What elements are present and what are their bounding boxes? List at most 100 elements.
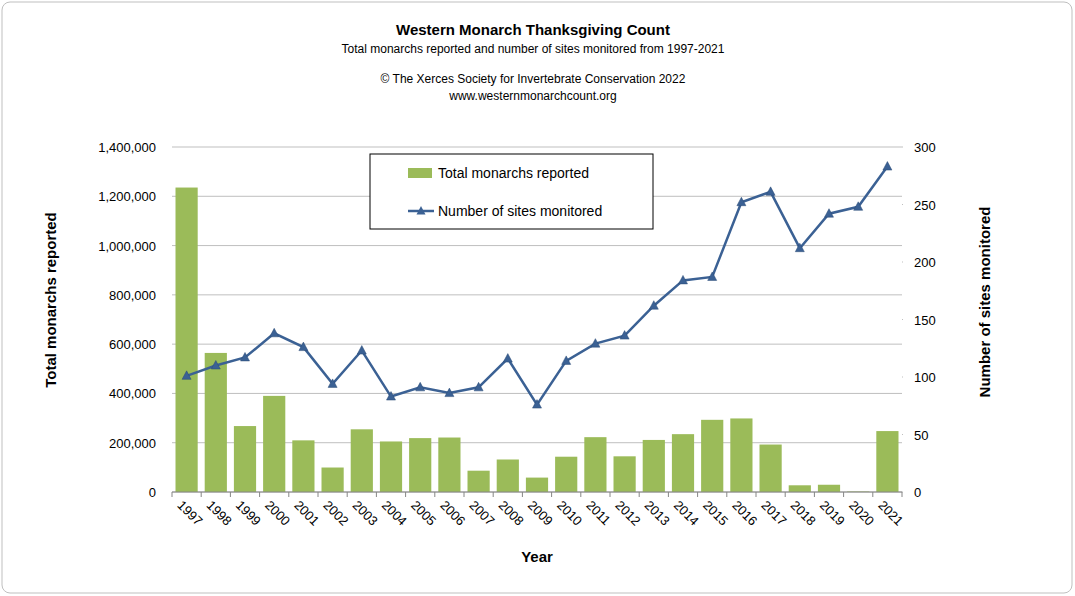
x-tick — [464, 492, 465, 497]
x-tick — [376, 492, 377, 497]
bar — [876, 431, 898, 492]
y2-tick-label: 0 — [914, 485, 921, 500]
x-tick — [580, 492, 581, 497]
marker — [241, 352, 250, 361]
title: Western Monarch Thanksgiving Count — [396, 21, 670, 38]
x-tick-label: 2019 — [817, 498, 848, 529]
y-tick-label: 1,200,000 — [98, 189, 156, 204]
marker — [299, 342, 308, 351]
y2-tick-label: 250 — [914, 198, 936, 213]
x-tick-label: 1997 — [174, 498, 205, 529]
bar — [438, 438, 460, 492]
x-tick-label: 2009 — [525, 498, 556, 529]
marker — [270, 328, 279, 337]
x-tick-label: 2021 — [875, 498, 906, 529]
y-tick-label: 1,000,000 — [98, 239, 156, 254]
marker — [416, 382, 425, 391]
legend-marker — [417, 206, 426, 215]
marker — [737, 197, 746, 206]
x-tick-label: 2018 — [788, 498, 819, 529]
marker — [649, 301, 658, 310]
marker — [533, 400, 542, 409]
subtitle: Total monarchs reported and number of si… — [342, 42, 725, 56]
marker — [387, 392, 396, 401]
x-tick-label: 2004 — [379, 498, 410, 529]
y2-tick — [902, 377, 903, 378]
grid-line — [172, 294, 902, 295]
x-tick-label: 2002 — [320, 498, 351, 529]
marker — [620, 331, 629, 340]
bar — [497, 459, 519, 492]
line — [187, 167, 888, 405]
bar — [176, 188, 198, 492]
x-tick — [318, 492, 319, 497]
y-tick-label: 200,000 — [109, 436, 156, 451]
y2-tick-label: 200 — [914, 255, 936, 270]
x-tick-label: 1999 — [233, 498, 264, 529]
y2-tick — [902, 147, 903, 148]
x-tick-label: 2014 — [671, 498, 702, 529]
y-tick-label: 400,000 — [109, 386, 156, 401]
x-tick-label: 2020 — [846, 498, 877, 529]
x-tick-label: 2008 — [496, 498, 527, 529]
marker — [825, 209, 834, 218]
grid — [172, 147, 902, 492]
x-tick — [843, 492, 844, 497]
bar — [555, 457, 577, 492]
bar — [205, 353, 227, 492]
legend-swatch — [408, 168, 432, 178]
annotation: © The Xerces Society for Invertebrate Co… — [381, 72, 686, 86]
legend-box — [370, 154, 653, 229]
page: {"chart_data": { "type": "bar", "title":… — [0, 0, 1075, 596]
bar — [526, 478, 548, 492]
marks — [176, 162, 899, 492]
x-tick — [668, 492, 669, 497]
y-tick-label: 800,000 — [109, 288, 156, 303]
x-tick — [522, 492, 523, 497]
x-tick — [347, 492, 348, 497]
x-tick-label: 2016 — [729, 498, 760, 529]
bar — [468, 471, 490, 492]
y-tick-label: 1,400,000 — [98, 140, 156, 155]
marker — [883, 162, 892, 171]
marker — [474, 382, 483, 391]
bar — [409, 438, 431, 492]
y2-tick-label: 100 — [914, 370, 936, 385]
x-tick-label: 2005 — [408, 498, 439, 529]
bar — [234, 426, 256, 492]
x-tick-label: 2007 — [466, 498, 497, 529]
grid-line — [172, 147, 902, 148]
bar — [701, 420, 723, 492]
marker — [766, 187, 775, 196]
marker — [211, 361, 220, 370]
x-axis-title: Year — [521, 548, 553, 565]
marker — [854, 202, 863, 211]
x-tick-label: 2017 — [758, 498, 789, 529]
y2-tick — [902, 434, 903, 435]
bar — [322, 468, 344, 492]
x-tick-label: 2015 — [700, 498, 731, 529]
bar — [351, 429, 373, 492]
marker — [503, 354, 512, 363]
y2-axis-title: Number of sites monitored — [976, 207, 993, 398]
y2-tick-label: 50 — [914, 428, 928, 443]
grid-line — [172, 344, 902, 345]
y2-tick — [902, 262, 903, 263]
bar — [584, 437, 606, 492]
x-tick-label: 2001 — [291, 498, 322, 529]
grid-line — [172, 492, 902, 493]
x-tick-label: 2013 — [642, 498, 673, 529]
x-tick — [493, 492, 494, 497]
chart-border — [2, 2, 1072, 593]
marker — [591, 339, 600, 348]
bar — [263, 396, 285, 492]
legend-label: Total monarchs reported — [438, 165, 589, 181]
marker — [445, 388, 454, 397]
grid-line — [172, 393, 902, 394]
y-axis-title: Total monarchs reported — [42, 212, 59, 388]
annotation: www.westernmonarchcount.org — [448, 89, 616, 103]
x-tick — [288, 492, 289, 497]
x-tick — [814, 492, 815, 497]
x-tick — [172, 492, 173, 497]
chart: Western Monarch Thanksgiving Count Total … — [0, 0, 1075, 596]
